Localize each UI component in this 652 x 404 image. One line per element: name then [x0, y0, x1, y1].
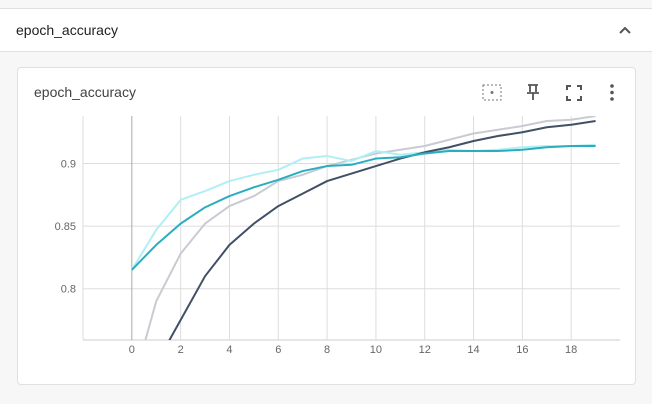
x-tick-label: 10: [370, 344, 382, 356]
x-tick-label: 16: [516, 344, 528, 356]
series-line: [168, 120, 596, 340]
series-line: [131, 145, 596, 271]
more-button[interactable]: [610, 84, 614, 101]
pin-button[interactable]: [527, 84, 539, 100]
collapse-button[interactable]: [617, 23, 633, 39]
toolbar: [482, 84, 614, 101]
x-tick-label: 12: [419, 344, 431, 356]
x-tick-label: 4: [226, 344, 232, 356]
x-tick-label: 0: [129, 344, 135, 356]
y-tick-label: 0.8: [61, 284, 76, 296]
header: epoch_accuracy: [0, 8, 652, 52]
y-tick-label: 0.9: [61, 159, 76, 171]
y-tick-label: 0.85: [55, 221, 76, 233]
chart-title: epoch_accuracy: [34, 84, 136, 100]
fit-domain-button[interactable]: [482, 84, 502, 101]
x-tick-label: 6: [275, 344, 281, 356]
x-tick-label: 2: [178, 344, 184, 356]
x-tick-label: 8: [324, 344, 330, 356]
series-line: [130, 143, 596, 271]
header-title: epoch_accuracy: [16, 22, 118, 38]
x-tick-label: 18: [565, 344, 577, 356]
x-tick-label: 14: [467, 344, 479, 356]
fullscreen-button[interactable]: [566, 85, 582, 101]
plot-lines: [130, 116, 596, 340]
